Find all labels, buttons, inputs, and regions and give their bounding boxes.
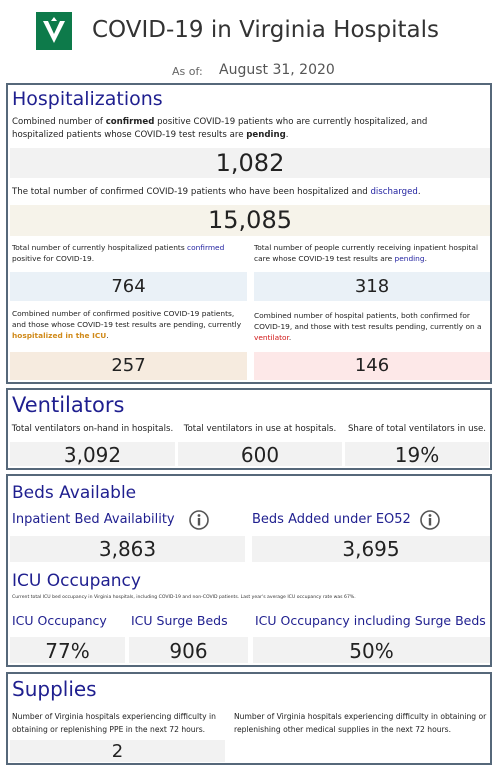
metric-value: 3,092 xyxy=(10,442,175,467)
metric-label: ICU Occupancy including Surge Beds xyxy=(255,613,486,628)
metric-value: 318 xyxy=(254,272,490,301)
section-title: Hospitalizations xyxy=(12,88,163,110)
text-part: . xyxy=(417,187,421,197)
metric-description: Combined number of confirmed positive CO… xyxy=(12,116,472,142)
metric-label: Share of total ventilators in use. xyxy=(347,424,487,434)
text-part: Combined number of xyxy=(12,117,106,127)
metric-description: The total number of confirmed COVID-19 p… xyxy=(12,186,482,199)
section-title: Beds Available xyxy=(12,483,137,503)
metric-value: 3,695 xyxy=(252,536,490,562)
text-part: . xyxy=(106,331,109,340)
metric-description: Combined number of confirmed positive CO… xyxy=(12,308,248,341)
text-part: confirmed xyxy=(187,243,225,252)
metric-label: ICU Occupancy xyxy=(12,613,107,628)
text-part: Combined number of hospital patients, bo… xyxy=(254,311,482,331)
text-part: ventilator xyxy=(254,333,289,342)
text-part: Total number of people currently receivi… xyxy=(254,243,479,263)
text-part: confirmed xyxy=(105,117,155,127)
metric-value: 50% xyxy=(253,637,490,663)
section-title: Supplies xyxy=(12,677,97,701)
text-part: Combined number of confirmed positive CO… xyxy=(12,309,242,329)
metric-value: 19% xyxy=(345,442,489,467)
text-part: discharged xyxy=(370,187,418,197)
page-title: COVID-19 in Virginia Hospitals xyxy=(92,17,439,43)
metric-label: ICU Surge Beds xyxy=(131,613,228,628)
metric-label: Number of Virginia hospitals experiencin… xyxy=(12,712,216,734)
text-part: . xyxy=(285,130,289,140)
hospitalizations-section xyxy=(6,83,492,384)
text-part: . xyxy=(288,333,292,342)
metric-label: Inpatient Bed Availability xyxy=(12,512,175,527)
metric-value: 2 xyxy=(10,740,225,762)
metric-description: Combined number of hospital patients, bo… xyxy=(254,310,489,343)
metric-description: Total number of currently hospitalized p… xyxy=(12,242,232,264)
text-part: The total number of confirmed COVID-19 p… xyxy=(12,187,371,197)
info-icon[interactable] xyxy=(188,509,210,531)
metric-value: 600 xyxy=(178,442,342,467)
metric-value: 764 xyxy=(10,272,247,301)
metric-value: 15,085 xyxy=(10,205,490,236)
text-part: pending xyxy=(394,254,425,263)
as-of-label: As of: xyxy=(172,65,203,78)
section-title: Ventilators xyxy=(12,393,125,417)
subsection-title: ICU Occupancy xyxy=(12,571,141,591)
metric-value: 77% xyxy=(10,637,125,663)
ventilators-section xyxy=(6,388,492,470)
metric-value: 146 xyxy=(254,352,490,380)
text-part: hospitalized in the ICU xyxy=(12,331,107,340)
metric-value: 3,863 xyxy=(10,536,245,562)
text-part: positive COVID-19 patients who are curre… xyxy=(12,117,428,140)
text-part: . xyxy=(424,254,427,263)
text-part: Total number of currently hospitalized p… xyxy=(12,243,188,252)
beds-section xyxy=(6,474,492,667)
info-icon[interactable] xyxy=(419,509,441,531)
icu-note: Current total ICU bed occupancy in Virgi… xyxy=(12,595,356,600)
metric-description: Total number of people currently receivi… xyxy=(254,242,489,264)
metric-value: 257 xyxy=(10,352,247,380)
metric-value: 1,082 xyxy=(10,148,490,178)
metric-label: Number of Virginia hospitals experiencin… xyxy=(234,712,487,734)
logo xyxy=(36,12,72,50)
supplies-section xyxy=(6,672,492,765)
metric-label: Beds Added under EO52 xyxy=(252,512,411,527)
text-part: pending xyxy=(246,130,286,140)
as-of-date: August 31, 2020 xyxy=(219,62,335,78)
metric-label: Total ventilators on-hand in hospitals. xyxy=(11,424,174,434)
text-part: positive for COVID-19. xyxy=(12,254,95,263)
metric-label: Total ventilators in use at hospitals. xyxy=(183,424,337,434)
metric-value: 906 xyxy=(129,637,248,663)
